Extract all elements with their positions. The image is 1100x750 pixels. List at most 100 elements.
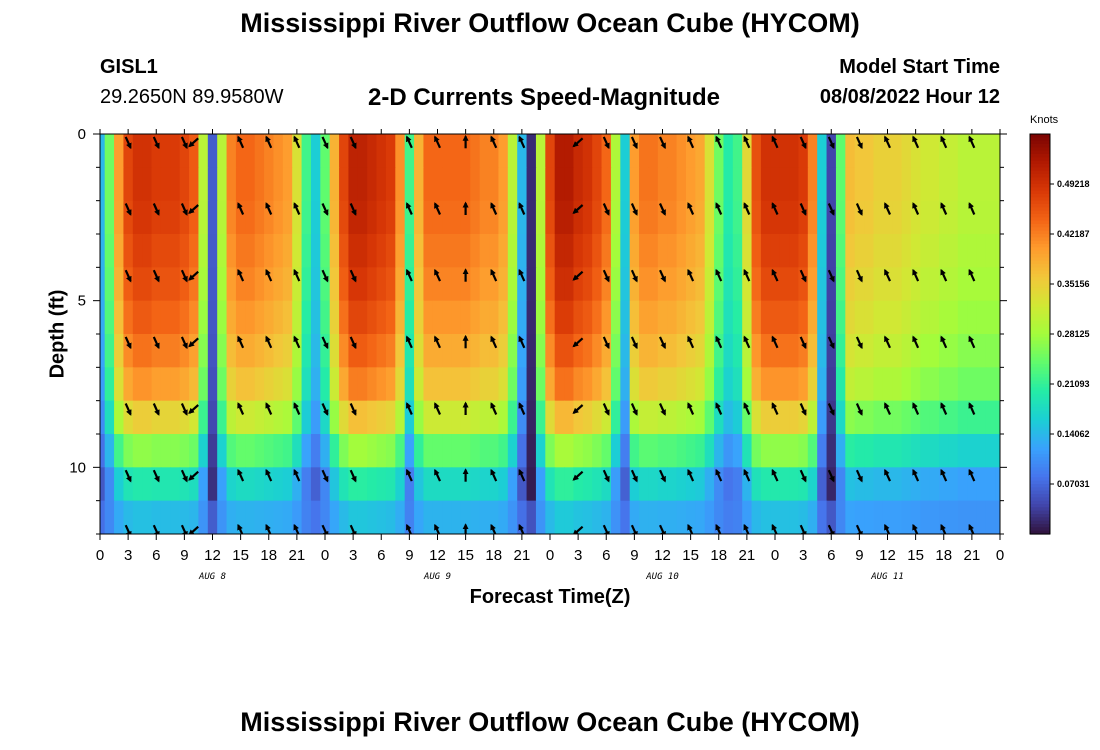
colorbar-swatch: [1030, 397, 1050, 402]
heatmap-cell: [554, 467, 565, 502]
heatmap-cell: [292, 234, 303, 268]
heatmap-cell: [329, 334, 340, 368]
heatmap-cell: [920, 467, 931, 502]
heatmap-cell: [357, 234, 368, 268]
current-vector-arrow: [293, 335, 301, 349]
heatmap-cell: [170, 267, 181, 302]
heatmap-cell: [723, 200, 734, 235]
heatmap-cell: [254, 400, 265, 435]
heatmap-cell: [385, 300, 396, 335]
current-vector-arrow: [630, 403, 638, 416]
x-tick-label: 9: [630, 547, 638, 564]
heatmap-cell: [198, 167, 209, 202]
heatmap-cell: [189, 400, 200, 435]
station-id: GISL1: [100, 56, 158, 78]
colorbar: 0.492180.421870.351560.281250.210930.140…: [1029, 133, 1090, 535]
heatmap-cell: [301, 334, 312, 368]
current-vector-arrow: [349, 524, 357, 534]
chart-title: Mississippi River Outflow Ocean Cube (HY…: [240, 8, 860, 38]
heatmap-cell: [714, 200, 725, 235]
colorbar-swatch: [1030, 180, 1050, 185]
heatmap-cell: [264, 334, 275, 368]
heatmap-cell: [170, 167, 181, 202]
heatmap-cell: [657, 134, 668, 168]
heatmap-cell: [817, 500, 828, 534]
heatmap-cell: [751, 167, 762, 202]
heatmap-cell: [329, 167, 340, 202]
x-tick-label: 3: [574, 547, 582, 564]
heatmap-cell: [976, 334, 987, 368]
heatmap-cell: [489, 134, 500, 168]
current-vector-arrow: [799, 469, 807, 483]
current-vector-arrow: [293, 523, 300, 534]
heatmap-cell: [864, 434, 875, 468]
heatmap-cell: [995, 400, 1000, 435]
heatmap-cell: [100, 267, 106, 302]
heatmap-cell: [179, 367, 190, 402]
heatmap-cell: [929, 167, 940, 202]
heatmap-cell: [254, 134, 265, 168]
heatmap-cell: [114, 467, 125, 502]
heatmap-cell: [582, 234, 593, 268]
current-vector-arrow: [940, 202, 948, 215]
colorbar-swatch: [1030, 190, 1050, 195]
heatmap-cell: [948, 200, 959, 235]
x-tick-label: 9: [405, 547, 413, 564]
heatmap-cell: [854, 234, 865, 268]
colorbar-swatch: [1030, 474, 1050, 478]
heatmap-cell: [967, 200, 978, 235]
heatmap-cell: [526, 400, 537, 435]
current-vector-arrow: [799, 403, 807, 416]
heatmap-cell: [873, 134, 884, 168]
heatmap-cell: [442, 467, 453, 502]
heatmap-cell: [573, 267, 584, 302]
heatmap-cell: [507, 234, 518, 268]
heatmap-cell: [629, 167, 640, 202]
heatmap-cell: [845, 200, 856, 235]
heatmap-cell: [100, 134, 106, 168]
heatmap-cell: [151, 267, 162, 302]
colorbar-swatch: [1030, 230, 1050, 235]
heatmap-cell: [507, 400, 518, 435]
heatmap-cell: [742, 334, 753, 368]
heatmap-cell: [423, 467, 434, 502]
heatmap-cell: [348, 334, 359, 368]
heatmap-cell: [901, 300, 912, 335]
heatmap-cell: [535, 434, 546, 468]
heatmap-cell: [226, 434, 237, 468]
heatmap-cell: [798, 334, 809, 368]
heatmap-cell: [657, 267, 668, 302]
current-vector-arrow: [602, 403, 610, 416]
heatmap-cell: [217, 267, 228, 302]
colorbar-swatch: [1030, 500, 1050, 505]
heatmap-cell: [395, 200, 406, 235]
heatmap-cell: [985, 467, 996, 502]
current-vector-arrow: [124, 524, 132, 534]
heatmap-cell: [414, 134, 425, 168]
heatmap-cell: [100, 400, 106, 435]
heatmap-cell: [132, 400, 143, 435]
heatmap-cell: [629, 234, 640, 268]
heatmap-cell: [779, 134, 790, 168]
heatmap-cell: [517, 200, 528, 235]
colorbar-swatch: [1030, 434, 1050, 438]
heatmap-cell: [507, 200, 518, 235]
heatmap-cell: [817, 134, 828, 168]
heatmap-cell: [667, 200, 678, 235]
heatmap-cell: [601, 234, 612, 268]
heatmap-cell: [967, 234, 978, 268]
colorbar-swatch: [1030, 254, 1050, 258]
heatmap-cell: [329, 500, 340, 534]
current-vector-arrow: [490, 402, 498, 415]
heatmap-cell: [798, 500, 809, 534]
current-vector-arrow: [237, 135, 245, 149]
heatmap-cell: [470, 234, 481, 268]
heatmap-cell: [789, 500, 800, 534]
heatmap-cell: [639, 367, 650, 402]
heatmap-cell: [864, 134, 875, 168]
heatmap-cell: [714, 400, 725, 435]
heatmap-cell: [151, 500, 162, 534]
heatmap-cell: [685, 500, 696, 534]
heatmap-cell: [817, 167, 828, 202]
heatmap-cell: [564, 500, 575, 534]
